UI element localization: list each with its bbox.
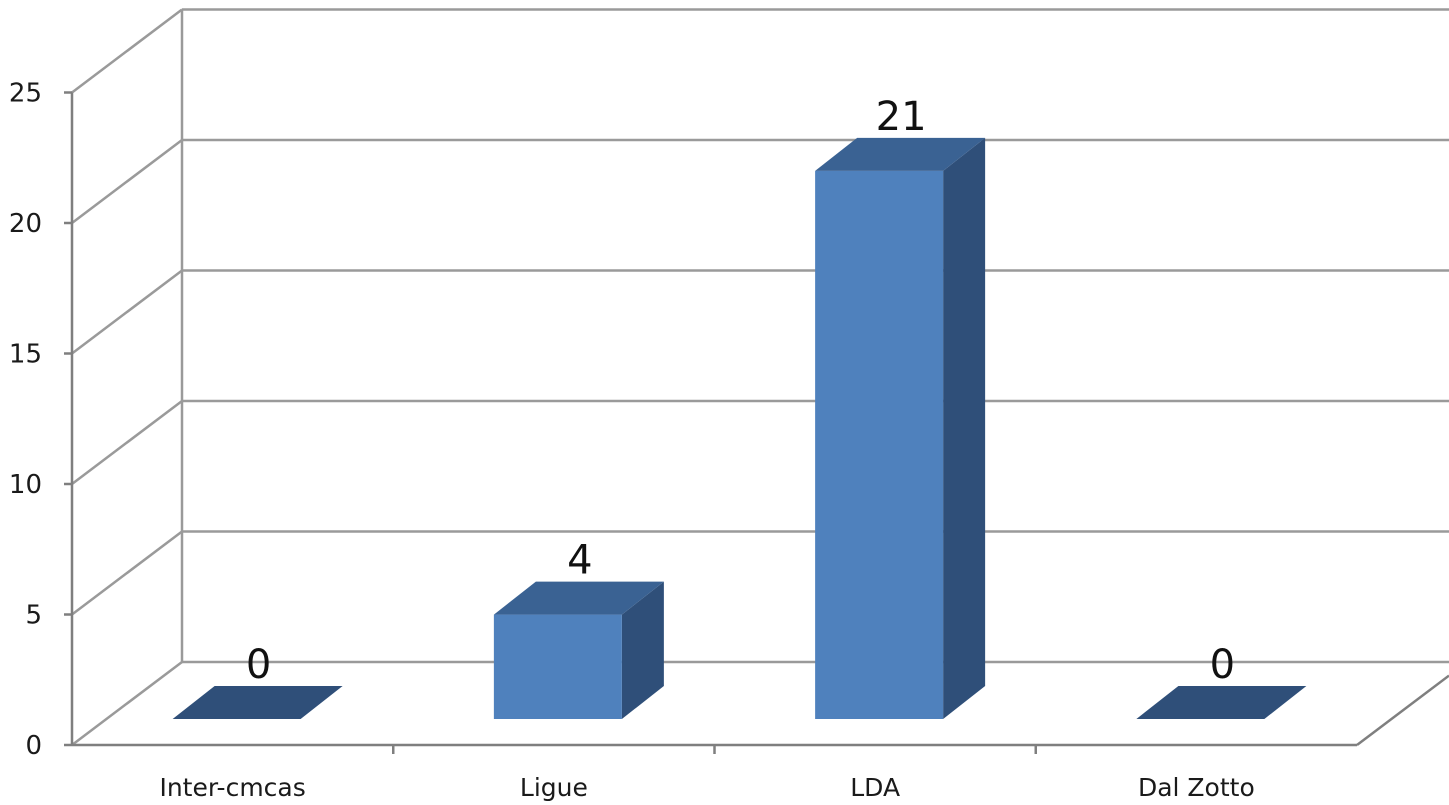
bar [172, 686, 343, 719]
bar-top-face [172, 686, 343, 719]
bar-top-face [1136, 686, 1307, 719]
x-category-label: Ligue [520, 773, 588, 802]
bar-top-face [815, 137, 986, 171]
gridline-side [71, 530, 183, 616]
gridline-side [71, 8, 183, 94]
gridlines [71, 8, 1449, 746]
data-label: 0 [1210, 642, 1235, 688]
x-axis-category-labels: Inter-cmcas Ligue LDA Dal Zotto [159, 773, 1254, 802]
bar-side-face [943, 137, 986, 719]
x-category-label: Inter-cmcas [159, 773, 305, 802]
x-category-label: Dal Zotto [1138, 773, 1255, 802]
floor-right-edge [1356, 674, 1449, 746]
y-axis-tick-labels: 0 5 10 15 20 25 [9, 79, 42, 762]
data-label: 21 [876, 94, 927, 140]
bar-top-face [493, 581, 664, 615]
y-tick-label: 10 [9, 470, 42, 500]
bar-front-face [815, 170, 944, 719]
bars [172, 137, 1307, 719]
gridline-side [71, 661, 183, 746]
y-tick-label: 25 [9, 79, 42, 109]
data-label: 0 [246, 642, 271, 688]
bar [493, 581, 664, 719]
bar [815, 137, 986, 719]
gridline-side [71, 400, 183, 485]
gridline-side [71, 269, 183, 355]
gridline-side [71, 139, 183, 224]
y-tick-label: 15 [9, 340, 42, 370]
y-tick-label: 5 [25, 601, 42, 631]
data-labels: 0 4 21 0 [246, 94, 1235, 688]
bar-front-face [493, 614, 622, 719]
x-category-label: LDA [850, 773, 900, 802]
y-tick-label: 0 [25, 731, 42, 761]
bar-side-face [621, 581, 664, 719]
y-tick-label: 20 [9, 209, 42, 239]
axes [64, 91, 1449, 754]
bar [1136, 686, 1307, 719]
data-label: 4 [567, 538, 592, 584]
